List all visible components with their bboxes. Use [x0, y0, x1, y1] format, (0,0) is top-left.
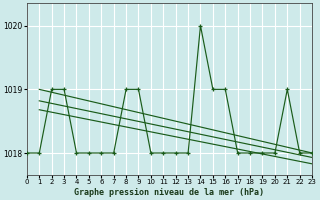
X-axis label: Graphe pression niveau de la mer (hPa): Graphe pression niveau de la mer (hPa): [75, 188, 265, 197]
